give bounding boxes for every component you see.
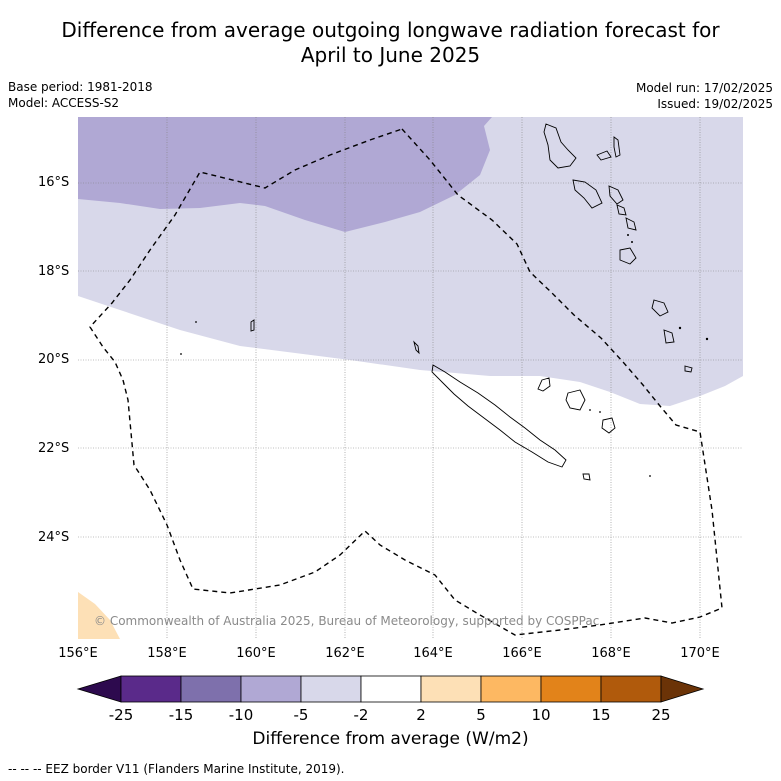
island-espiritu-santo bbox=[543, 123, 577, 169]
island-aneityum bbox=[663, 329, 675, 344]
colorbar-label: 10 bbox=[531, 706, 551, 724]
lon-label-156e: 156°E bbox=[58, 646, 98, 661]
small-islets bbox=[180, 234, 709, 477]
lon-label-162e: 162°E bbox=[325, 646, 365, 661]
lat-label-18s: 18°S bbox=[38, 264, 70, 279]
island-erromango bbox=[619, 247, 637, 265]
lat-label-16s: 16°S bbox=[38, 175, 70, 190]
island-mare bbox=[601, 417, 616, 434]
coastlines bbox=[250, 123, 693, 481]
island-epi bbox=[616, 204, 627, 216]
island-ambae bbox=[596, 150, 612, 161]
model-run-text: Model run: 17/02/2025 bbox=[635, 81, 773, 95]
base-period-text: Base period: 1981-2018 bbox=[8, 80, 153, 94]
colorbar-label: -25 bbox=[108, 706, 134, 724]
island-pentecost bbox=[608, 185, 624, 205]
meta-left: Base period: 1981-2018 Model: ACCESS-S2 bbox=[8, 79, 153, 111]
island-efate bbox=[625, 217, 637, 231]
colorbar-label: -10 bbox=[228, 706, 254, 724]
colorbar-extend-low bbox=[76, 675, 122, 703]
eez-legend-note: -- -- -- EEZ border V11 (Flanders Marine… bbox=[8, 762, 345, 776]
island-malekula bbox=[572, 179, 603, 209]
eez-border bbox=[89, 128, 723, 636]
colorbar-segment bbox=[480, 675, 542, 703]
lon-label-160e: 160°E bbox=[236, 646, 276, 661]
island-chesterfield bbox=[250, 319, 255, 332]
colorbar-segment bbox=[600, 675, 662, 703]
lat-label-24s: 24°S bbox=[38, 530, 70, 545]
lon-label-164e: 164°E bbox=[413, 646, 453, 661]
lat-label-22s: 22°S bbox=[38, 441, 70, 456]
colorbar-segment bbox=[180, 675, 242, 703]
lon-label-168e: 168°E bbox=[591, 646, 631, 661]
lon-label-166e: 166°E bbox=[502, 646, 542, 661]
colorbar-label: -15 bbox=[168, 706, 194, 724]
chart-title: Difference from average outgoing longwav… bbox=[0, 18, 781, 68]
copyright-text: © Commonwealth of Australia 2025, Bureau… bbox=[94, 614, 600, 628]
anomaly-medium-purple-region bbox=[78, 117, 492, 232]
colorbar-title: Difference from average (W/m2) bbox=[252, 729, 529, 749]
colorbar-segment bbox=[420, 675, 482, 703]
colorbar-segment bbox=[240, 675, 302, 703]
colorbar-label: 25 bbox=[651, 706, 671, 724]
colorbar-segment bbox=[540, 675, 602, 703]
island-maewo bbox=[613, 136, 621, 158]
grid-lines bbox=[78, 117, 743, 639]
colorbar bbox=[76, 675, 705, 703]
anomaly-light-orange-region bbox=[78, 592, 120, 639]
colorbar-label: 5 bbox=[476, 706, 486, 724]
island-isle-of-pines bbox=[582, 473, 591, 481]
colorbar-label: 2 bbox=[416, 706, 426, 724]
lon-label-170e: 170°E bbox=[680, 646, 720, 661]
map-area bbox=[78, 117, 743, 639]
island-matthew bbox=[684, 365, 693, 373]
meta-right: Model run: 17/02/2025 Issued: 19/02/2025 bbox=[636, 80, 773, 112]
colorbar-label: -2 bbox=[353, 706, 369, 724]
island-lifou bbox=[565, 389, 586, 411]
island-tanna bbox=[651, 299, 669, 317]
colorbar-label: 15 bbox=[591, 706, 611, 724]
colorbar-extend-high bbox=[660, 675, 705, 703]
island-new-caledonia bbox=[431, 364, 567, 468]
colorbar-segment bbox=[300, 675, 362, 703]
colorbar-segment bbox=[360, 675, 422, 703]
lon-label-158e: 158°E bbox=[147, 646, 187, 661]
colorbar-segment bbox=[120, 675, 182, 703]
issued-text: Issued: 19/02/2025 bbox=[657, 97, 773, 111]
title-line-1: Difference from average outgoing longwav… bbox=[61, 18, 720, 42]
island-ouvea bbox=[537, 377, 551, 392]
island-belep bbox=[413, 340, 420, 355]
colorbar-label: -5 bbox=[293, 706, 309, 724]
model-text: Model: ACCESS-S2 bbox=[8, 96, 120, 110]
title-line-2: April to June 2025 bbox=[300, 43, 481, 67]
lat-label-20s: 20°S bbox=[38, 352, 70, 367]
